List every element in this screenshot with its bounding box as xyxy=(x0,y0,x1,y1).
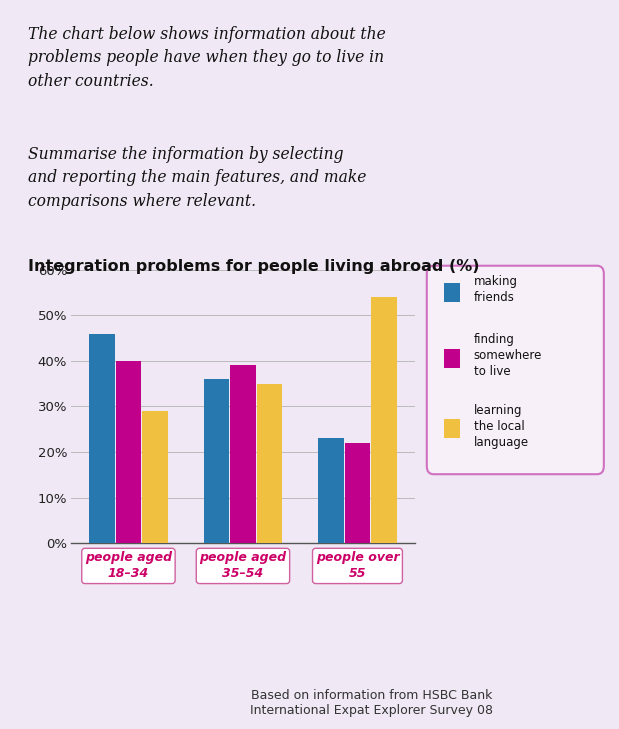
Bar xyxy=(204,379,230,543)
Bar xyxy=(116,361,141,543)
Bar xyxy=(256,383,282,543)
Bar xyxy=(318,438,344,543)
Bar xyxy=(444,419,460,438)
Text: Summarise the information by selecting
and reporting the main features, and make: Summarise the information by selecting a… xyxy=(28,146,366,210)
Text: Based on information from HSBC Bank
International Expat Explorer Survey 08: Based on information from HSBC Bank Inte… xyxy=(250,689,493,717)
Text: learning
the local
language: learning the local language xyxy=(474,404,529,448)
Bar xyxy=(142,411,168,543)
FancyBboxPatch shape xyxy=(427,266,604,475)
Bar xyxy=(444,348,460,368)
Bar xyxy=(345,443,370,543)
Text: Integration problems for people living abroad (%): Integration problems for people living a… xyxy=(28,259,479,274)
Bar xyxy=(371,297,397,543)
Text: The chart below shows information about the
problems people have when they go to: The chart below shows information about … xyxy=(28,26,386,90)
Text: finding
somewhere
to live: finding somewhere to live xyxy=(474,333,542,378)
Bar xyxy=(444,283,460,302)
Text: making
friends: making friends xyxy=(474,276,517,304)
Bar xyxy=(89,334,115,543)
Bar xyxy=(230,365,256,543)
